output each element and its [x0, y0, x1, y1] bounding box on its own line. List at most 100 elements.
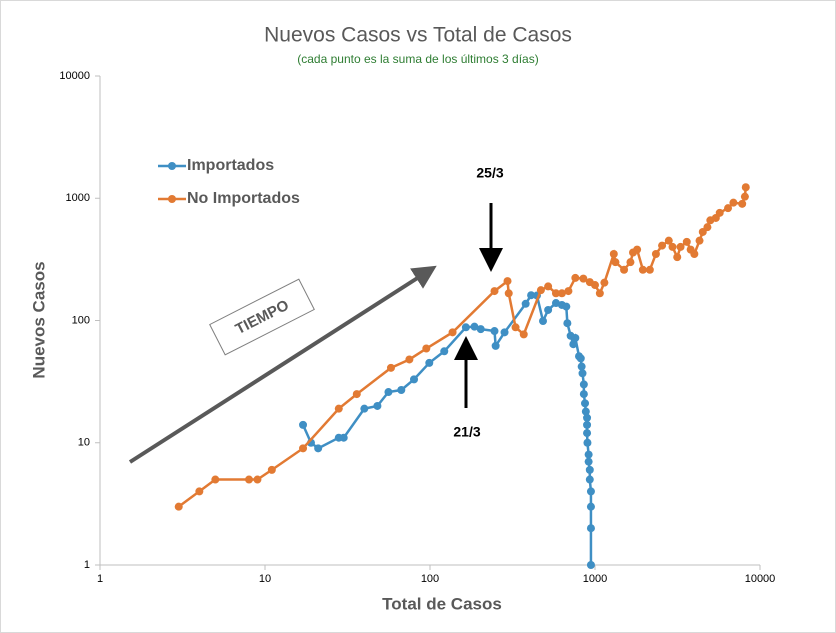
annotation: 25/3: [476, 165, 503, 181]
data-point: [695, 236, 704, 245]
data-point: [490, 287, 499, 296]
data-point: [586, 487, 595, 496]
data-point: [334, 404, 343, 413]
data-point: [676, 242, 685, 251]
data-point: [245, 475, 254, 484]
data-point: [503, 277, 512, 286]
data-point: [740, 192, 749, 201]
data-point: [595, 289, 604, 298]
data-point: [397, 386, 406, 395]
x-tick-label: 1000: [583, 573, 607, 585]
data-point: [504, 289, 513, 298]
data-point: [373, 401, 382, 410]
data-point: [658, 241, 667, 250]
data-point: [500, 328, 509, 337]
data-point: [422, 344, 431, 353]
data-point: [600, 278, 609, 287]
data-point: [564, 287, 573, 296]
data-point: [581, 407, 590, 416]
data-point: [538, 317, 547, 326]
data-point: [544, 305, 553, 314]
data-point: [585, 475, 594, 484]
data-point: [578, 369, 587, 378]
data-point: [562, 302, 571, 311]
data-point: [440, 347, 449, 356]
data-point: [569, 340, 578, 349]
data-point: [551, 289, 560, 298]
data-point: [211, 475, 220, 484]
data-point: [579, 380, 588, 389]
x-tick-label: 100: [421, 573, 439, 585]
legend-marker: [168, 162, 176, 170]
data-point: [579, 390, 588, 399]
data-point: [461, 323, 470, 332]
data-point: [577, 362, 586, 371]
data-point: [490, 327, 499, 336]
data-point: [576, 354, 585, 363]
data-point: [738, 199, 747, 208]
data-point: [527, 291, 536, 300]
data-point: [645, 265, 654, 274]
data-point: [536, 286, 545, 295]
x-tick-label: 10000: [745, 573, 776, 585]
data-point: [581, 399, 590, 408]
data-point: [633, 245, 642, 254]
data-point: [448, 328, 457, 337]
legend-label: Importados: [187, 157, 274, 174]
time-arrow: [128, 265, 437, 464]
data-point: [668, 242, 677, 251]
data-point: [638, 265, 647, 274]
data-point: [299, 420, 308, 429]
data-point: [563, 319, 572, 328]
data-point: [583, 413, 592, 422]
data-point: [579, 274, 588, 283]
data-point: [339, 433, 348, 442]
x-tick-label: 10: [259, 573, 271, 585]
data-point: [611, 258, 620, 267]
data-point: [511, 323, 520, 332]
annotation: 21/3: [453, 424, 480, 440]
data-point: [571, 273, 580, 282]
data-point: [519, 330, 528, 339]
data-point: [425, 358, 434, 367]
data-point: [410, 375, 419, 384]
data-point: [352, 390, 361, 399]
data-point: [195, 487, 204, 496]
x-tick-label: 1: [97, 573, 103, 585]
data-point: [585, 465, 594, 474]
data-point: [591, 281, 599, 290]
y-tick-label: 100: [72, 314, 90, 326]
data-point: [584, 450, 593, 459]
data-point: [673, 253, 682, 262]
data-point: [491, 341, 500, 350]
legend-marker: [168, 195, 176, 203]
data-point: [267, 465, 276, 474]
data-point: [544, 282, 553, 291]
data-point: [405, 355, 414, 364]
data-point: [651, 249, 660, 258]
data-point: [620, 265, 629, 274]
data-point: [360, 404, 369, 413]
data-point: [253, 475, 262, 484]
y-axis-label: Nuevos Casos: [29, 261, 48, 378]
data-point: [609, 249, 618, 258]
y-tick-label: 1000: [66, 192, 90, 204]
data-point: [476, 325, 485, 334]
data-point: [557, 289, 566, 298]
data-point: [386, 363, 395, 372]
data-point: [664, 236, 673, 245]
y-tick-label: 10: [78, 437, 90, 449]
data-point: [571, 333, 580, 342]
data-point: [703, 223, 712, 232]
x-axis-label: Total de Casos: [382, 594, 502, 613]
legend-label: No Importados: [187, 190, 300, 207]
data-point: [724, 204, 733, 213]
chart-title: Nuevos Casos vs Total de Casos: [264, 24, 572, 47]
data-point: [586, 561, 595, 569]
data-point: [586, 524, 595, 533]
data-point: [521, 299, 530, 308]
data-point: [586, 502, 595, 511]
data-point: [583, 438, 592, 447]
